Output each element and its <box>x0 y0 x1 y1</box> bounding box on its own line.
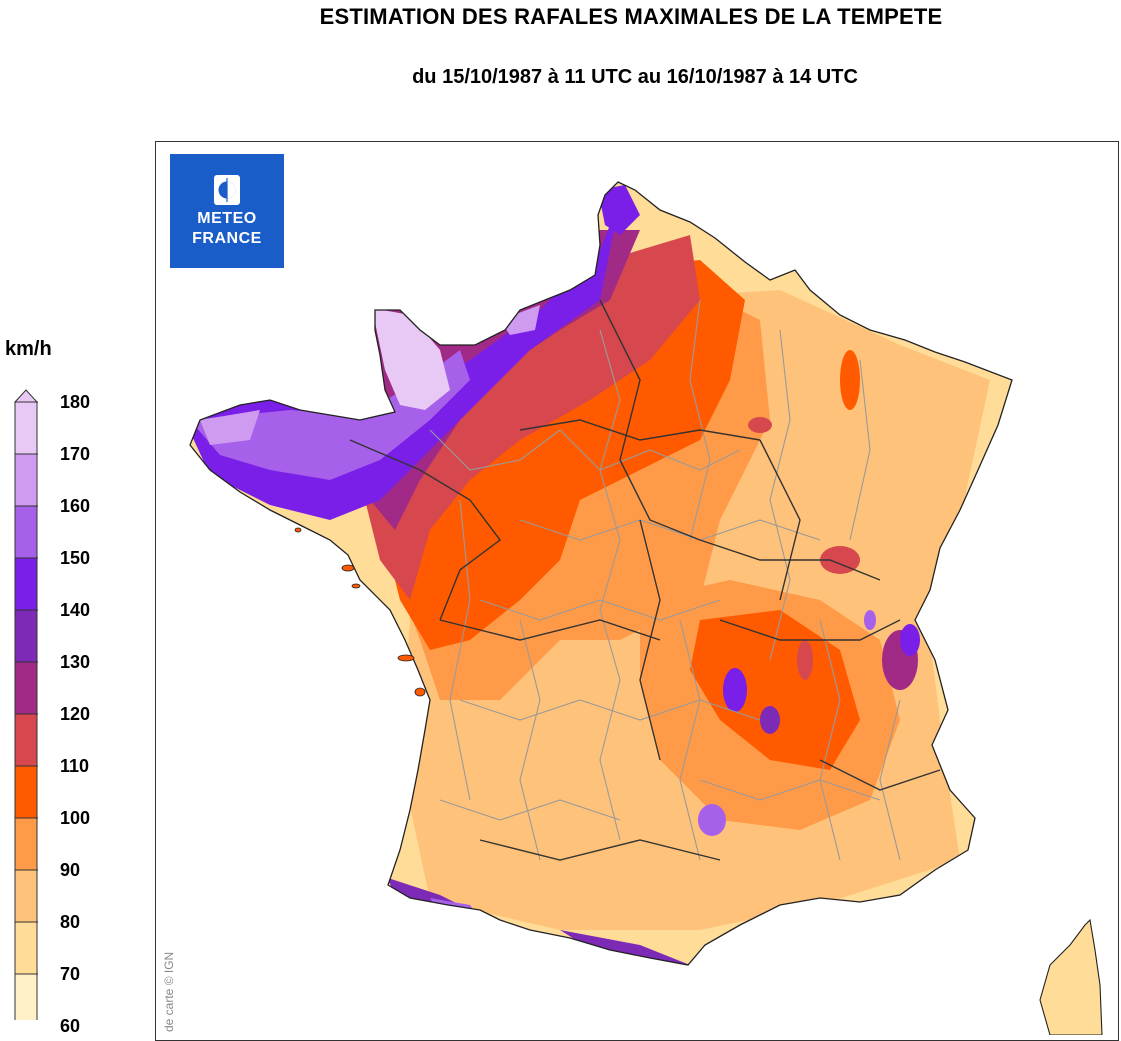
legend-tick-label: 100 <box>60 808 91 828</box>
department-border <box>689 299 711 541</box>
legend-swatch <box>14 505 38 559</box>
legend-tick-label: 130 <box>60 652 91 672</box>
legend-tick-label: 80 <box>60 912 81 932</box>
island <box>397 654 415 662</box>
meteo-france-logo-icon <box>214 175 240 205</box>
department-border <box>479 599 721 621</box>
region-border <box>719 619 901 641</box>
gust-zone-170-cotentin <box>372 308 450 410</box>
legend-arrow-top <box>14 389 38 403</box>
island <box>351 583 361 589</box>
gust-peak-massif <box>760 706 780 734</box>
meteo-france-logo: METEO FRANCE <box>170 154 284 268</box>
legend-swatch <box>14 973 38 1020</box>
legend-tick-label: 140 <box>60 600 91 620</box>
legend-tick-label: 60 <box>60 1016 81 1036</box>
map-title: ESTIMATION DES RAFALES MAXIMALES DE LA T… <box>319 4 943 29</box>
legend-swatch <box>14 921 38 975</box>
department-border <box>519 619 541 861</box>
gust-zone-jura <box>820 546 860 574</box>
gust-peak-alps <box>797 640 813 680</box>
legend-tick-label: 90 <box>60 860 81 880</box>
legend-tick-label: 150 <box>60 548 91 568</box>
legend-tick-label: 120 <box>60 704 91 724</box>
gust-zone-160-finistere <box>200 410 260 445</box>
region-border <box>639 519 661 761</box>
logo-text-line1: METEO <box>197 210 257 227</box>
region-border <box>759 439 801 601</box>
department-border <box>429 429 561 471</box>
map-subtitle: du 15/10/1987 à 11 UTC au 16/10/1987 à 1… <box>412 66 858 88</box>
department-border <box>449 499 471 801</box>
color-legend-bar <box>14 389 38 1020</box>
legend-tick-label: 170 <box>60 444 91 464</box>
department-border <box>459 699 761 721</box>
gust-zone-100-massif <box>690 610 860 770</box>
department-border <box>599 329 621 841</box>
department-border <box>699 779 881 801</box>
gust-peak-alps-high <box>900 624 920 656</box>
legend-swatch <box>14 453 38 507</box>
region-border <box>819 759 941 791</box>
gust-contours <box>190 185 990 965</box>
region-border <box>439 619 661 641</box>
island <box>341 564 355 572</box>
island <box>294 527 302 533</box>
legend-swatch <box>14 557 38 611</box>
gust-zone-160 <box>500 305 540 335</box>
legend-swatch <box>14 661 38 715</box>
department-border <box>879 699 901 861</box>
legend-swatch <box>14 713 38 767</box>
gust-zone-vosges <box>840 350 860 410</box>
region-border <box>599 299 701 541</box>
gust-zone-140-north <box>598 185 640 235</box>
legend-tick-label: 70 <box>60 964 81 984</box>
legend-unit: km/h <box>5 338 52 360</box>
france-outline <box>189 181 1013 966</box>
legend-swatch <box>14 609 38 663</box>
gust-zone-lorraine <box>748 417 772 433</box>
department-border <box>849 359 871 541</box>
region-border <box>699 539 881 581</box>
legend-tick-label: 180 <box>60 392 91 412</box>
department-border <box>519 519 821 541</box>
corsica <box>1039 918 1103 1035</box>
department-border <box>679 619 701 861</box>
island <box>414 687 426 697</box>
legend-swatch <box>14 765 38 819</box>
gust-peak-massif <box>723 668 747 712</box>
legend-tick-label: 110 <box>60 756 90 776</box>
gust-peak-cevennes <box>698 804 726 836</box>
region-border <box>479 839 721 861</box>
region-border <box>519 419 761 441</box>
region-border <box>349 439 501 621</box>
gust-peak-alps-high <box>864 610 876 630</box>
legend-tick-label: 160 <box>60 496 91 516</box>
department-border <box>559 429 741 471</box>
department-border <box>439 799 621 821</box>
department-border <box>819 619 841 861</box>
legend-swatch <box>14 401 38 455</box>
legend-swatch <box>14 869 38 923</box>
department-border <box>769 329 791 661</box>
legend-swatch <box>14 817 38 871</box>
map-credit: de carte © IGN <box>162 951 176 1032</box>
logo-text-line2: FRANCE <box>192 230 262 247</box>
